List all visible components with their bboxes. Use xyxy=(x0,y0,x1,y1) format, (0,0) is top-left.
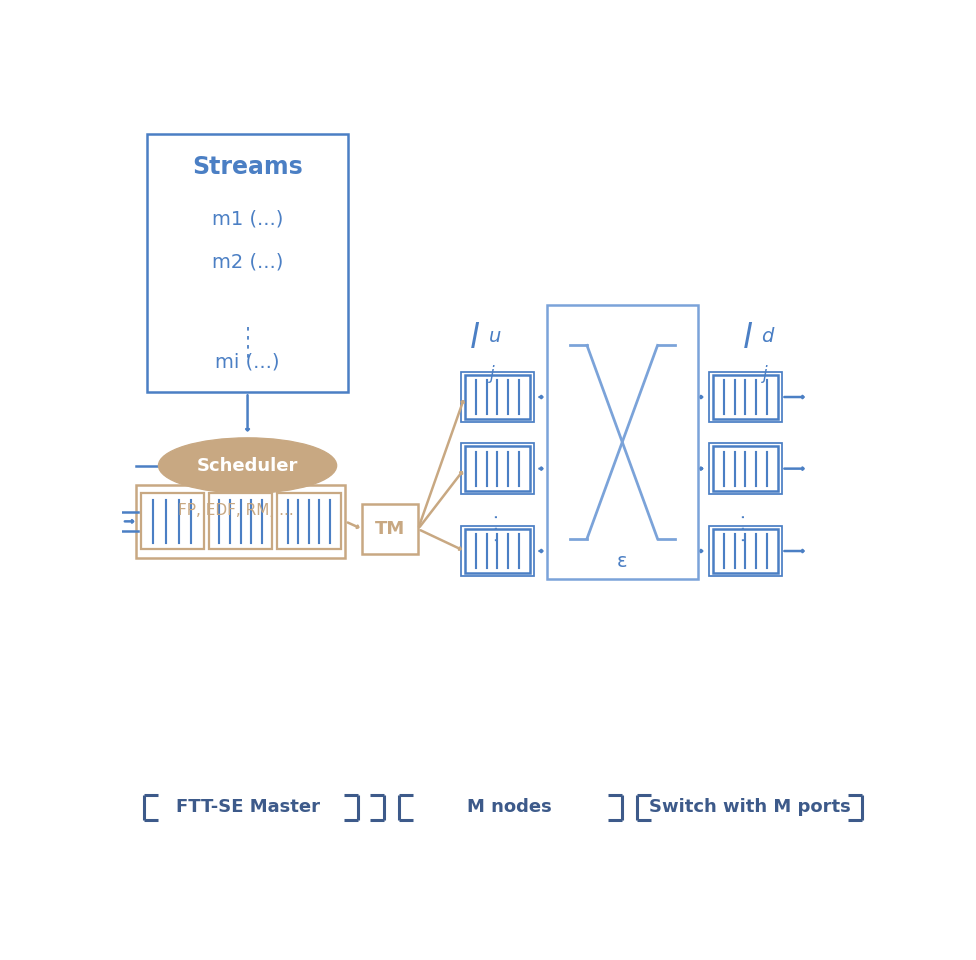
Bar xyxy=(710,526,782,576)
Bar xyxy=(209,493,272,549)
Text: $j$: $j$ xyxy=(761,363,769,385)
Bar xyxy=(712,529,779,573)
Bar xyxy=(710,372,782,422)
Text: ε: ε xyxy=(617,552,628,571)
Text: $j$: $j$ xyxy=(488,363,496,385)
Bar xyxy=(710,444,782,494)
Bar xyxy=(712,446,779,491)
Bar xyxy=(465,446,530,491)
Bar xyxy=(712,374,779,420)
Text: FTT-SE Master: FTT-SE Master xyxy=(176,799,319,816)
Text: m1 (...): m1 (...) xyxy=(212,209,283,228)
Bar xyxy=(141,493,204,549)
Text: Scheduler: Scheduler xyxy=(197,457,299,474)
Text: $l$: $l$ xyxy=(742,323,753,355)
Text: Streams: Streams xyxy=(192,155,303,179)
Text: Switch with M ports: Switch with M ports xyxy=(649,799,851,816)
Text: m2 (...): m2 (...) xyxy=(212,252,283,271)
Bar xyxy=(136,485,346,558)
Bar xyxy=(146,134,348,393)
Text: $l$: $l$ xyxy=(468,323,480,355)
Text: · · ·: · · · xyxy=(489,513,507,541)
Bar xyxy=(462,372,534,422)
Bar xyxy=(277,493,341,549)
Bar xyxy=(462,444,534,494)
Text: FP, EDF, RM, ...: FP, EDF, RM, ... xyxy=(178,503,294,517)
Text: $u$: $u$ xyxy=(488,327,502,347)
Bar xyxy=(362,504,418,554)
Text: · · ·: · · · xyxy=(737,513,754,541)
Text: M nodes: M nodes xyxy=(468,799,551,816)
Text: mi (...): mi (...) xyxy=(216,352,280,372)
Bar xyxy=(462,526,534,576)
Text: $d$: $d$ xyxy=(761,327,776,347)
Text: TM: TM xyxy=(375,520,405,538)
Ellipse shape xyxy=(158,438,337,493)
Bar xyxy=(465,529,530,573)
Bar xyxy=(465,374,530,420)
Bar xyxy=(547,305,698,579)
